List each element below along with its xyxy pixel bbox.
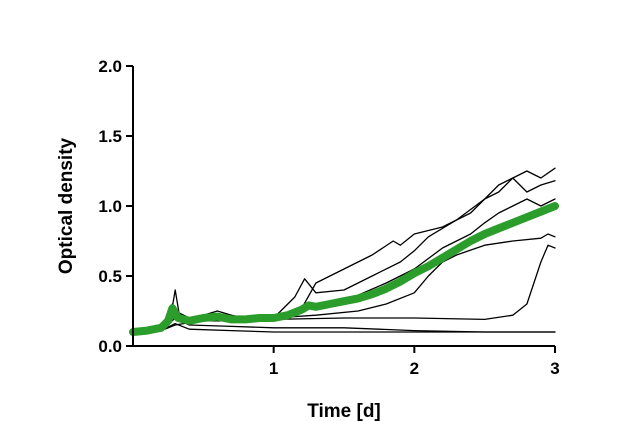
y-tick-label: 0.0 (98, 337, 122, 356)
y-tick-label: 2.0 (98, 57, 122, 76)
y-tick-label: 0.5 (98, 267, 122, 286)
x-axis-label: Time [d] (307, 401, 381, 421)
replicate-series-line-2 (132, 177, 556, 333)
y-axis-label: Optical density (56, 137, 77, 274)
y-tick-label: 1.5 (98, 127, 122, 146)
y-tick-label: 1.0 (98, 197, 122, 216)
traces-layer (129, 167, 559, 336)
x-tick-label: 1 (269, 359, 278, 378)
replicate-series-line-7 (132, 322, 556, 333)
replicate-series-line-5 (132, 244, 556, 333)
x-tick-label: 2 (410, 359, 419, 378)
ticks-layer: 0.0 0.5 1.0 1.5 2.0 1 2 3 (98, 57, 559, 378)
mean-series-line (129, 202, 559, 336)
x-tick-label: 3 (550, 359, 559, 378)
replicate-series-line-1 (132, 167, 556, 333)
